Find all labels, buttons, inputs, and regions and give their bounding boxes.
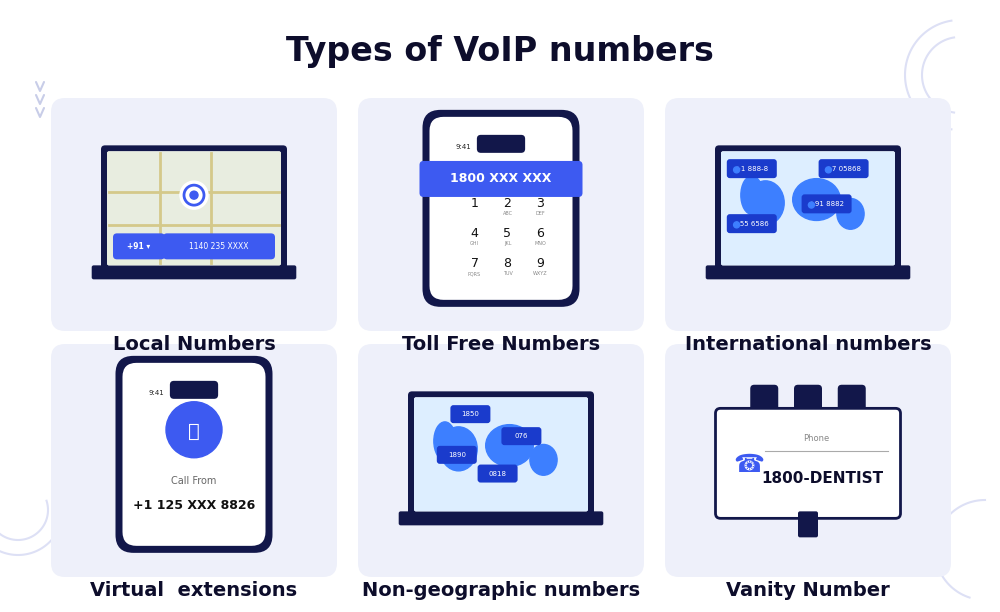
FancyBboxPatch shape	[715, 146, 901, 271]
FancyBboxPatch shape	[92, 266, 296, 279]
FancyBboxPatch shape	[706, 266, 910, 279]
Text: WXYZ: WXYZ	[533, 271, 548, 276]
Text: 9:41: 9:41	[456, 144, 471, 150]
Text: PQRS: PQRS	[468, 271, 481, 276]
FancyBboxPatch shape	[51, 344, 337, 577]
Text: 🔒: 🔒	[188, 422, 200, 441]
FancyBboxPatch shape	[408, 391, 594, 517]
FancyBboxPatch shape	[122, 363, 266, 546]
Text: Virtual  extensions: Virtual extensions	[90, 581, 298, 600]
Text: Local Numbers: Local Numbers	[113, 335, 275, 354]
FancyBboxPatch shape	[101, 146, 287, 271]
FancyBboxPatch shape	[107, 151, 281, 266]
Text: 1890: 1890	[448, 452, 466, 458]
Text: +55 6586: +55 6586	[734, 221, 769, 226]
Text: MNO: MNO	[535, 241, 546, 246]
Text: +7 05868: +7 05868	[826, 166, 861, 171]
Text: Call From: Call From	[171, 476, 217, 486]
Circle shape	[825, 167, 831, 173]
FancyBboxPatch shape	[501, 427, 541, 445]
FancyBboxPatch shape	[113, 233, 165, 259]
Circle shape	[734, 167, 740, 173]
FancyBboxPatch shape	[478, 465, 518, 482]
Circle shape	[734, 222, 740, 228]
Text: GHI: GHI	[470, 241, 479, 246]
FancyBboxPatch shape	[716, 408, 900, 518]
Circle shape	[190, 191, 198, 199]
FancyBboxPatch shape	[477, 135, 525, 153]
Text: Vanity Number: Vanity Number	[726, 581, 890, 600]
Text: 3: 3	[537, 197, 544, 210]
Text: 7: 7	[471, 257, 479, 271]
FancyBboxPatch shape	[414, 397, 588, 512]
Ellipse shape	[741, 176, 763, 214]
Text: DEF: DEF	[536, 211, 545, 216]
FancyBboxPatch shape	[170, 381, 218, 399]
Text: 4: 4	[471, 227, 478, 240]
Text: International numbers: International numbers	[685, 335, 931, 354]
Text: Non-geographic numbers: Non-geographic numbers	[362, 581, 640, 600]
Text: 1800-DENTIST: 1800-DENTIST	[761, 471, 883, 486]
FancyBboxPatch shape	[798, 512, 818, 537]
Circle shape	[180, 181, 208, 209]
Text: +91 8882: +91 8882	[809, 201, 844, 207]
FancyBboxPatch shape	[399, 512, 603, 525]
Text: 9: 9	[537, 257, 544, 271]
Text: 1800 XXX XXX: 1800 XXX XXX	[450, 173, 552, 185]
Text: +1 888-8: +1 888-8	[735, 166, 768, 171]
Ellipse shape	[793, 179, 840, 220]
FancyBboxPatch shape	[794, 385, 822, 421]
Text: 6: 6	[537, 227, 544, 240]
FancyBboxPatch shape	[116, 356, 272, 553]
Ellipse shape	[837, 198, 864, 230]
Text: 076: 076	[515, 433, 528, 439]
FancyBboxPatch shape	[163, 233, 275, 259]
FancyBboxPatch shape	[721, 151, 895, 266]
Text: +1 125 XXX 8826: +1 125 XXX 8826	[133, 499, 255, 512]
FancyBboxPatch shape	[727, 159, 777, 178]
FancyBboxPatch shape	[358, 98, 644, 331]
Text: ☎: ☎	[733, 453, 764, 477]
Ellipse shape	[434, 422, 456, 460]
FancyBboxPatch shape	[107, 151, 281, 266]
Text: ABC: ABC	[503, 211, 512, 216]
FancyBboxPatch shape	[437, 446, 477, 464]
FancyBboxPatch shape	[838, 385, 866, 421]
Text: Phone: Phone	[804, 434, 830, 443]
FancyBboxPatch shape	[721, 151, 895, 266]
Ellipse shape	[747, 181, 784, 225]
FancyBboxPatch shape	[422, 110, 580, 307]
Ellipse shape	[486, 425, 533, 466]
Text: TUV: TUV	[503, 271, 512, 276]
Text: 1140 235 XXXX: 1140 235 XXXX	[189, 242, 249, 251]
Text: 5: 5	[504, 227, 512, 240]
Text: 2: 2	[504, 197, 511, 210]
Text: Toll Free Numbers: Toll Free Numbers	[402, 335, 600, 354]
Text: JKL: JKL	[504, 241, 511, 246]
FancyBboxPatch shape	[51, 98, 337, 331]
Text: 1: 1	[471, 197, 478, 210]
FancyBboxPatch shape	[430, 117, 572, 300]
FancyBboxPatch shape	[727, 214, 777, 233]
FancyBboxPatch shape	[420, 161, 582, 197]
Text: Types of VoIP numbers: Types of VoIP numbers	[286, 35, 714, 69]
Text: 9:41: 9:41	[148, 390, 164, 396]
Text: 1850: 1850	[461, 411, 479, 417]
FancyBboxPatch shape	[414, 397, 588, 512]
FancyBboxPatch shape	[665, 344, 951, 577]
Text: 0818: 0818	[489, 471, 507, 477]
Text: +91 ▾: +91 ▾	[127, 242, 151, 251]
Circle shape	[166, 401, 222, 458]
FancyBboxPatch shape	[665, 98, 951, 331]
Text: 8: 8	[504, 257, 512, 271]
Circle shape	[808, 202, 814, 208]
FancyBboxPatch shape	[750, 385, 778, 421]
FancyBboxPatch shape	[802, 195, 852, 214]
FancyBboxPatch shape	[358, 344, 644, 577]
Ellipse shape	[440, 427, 477, 471]
FancyBboxPatch shape	[819, 159, 869, 178]
Ellipse shape	[530, 444, 557, 476]
FancyBboxPatch shape	[450, 405, 490, 423]
